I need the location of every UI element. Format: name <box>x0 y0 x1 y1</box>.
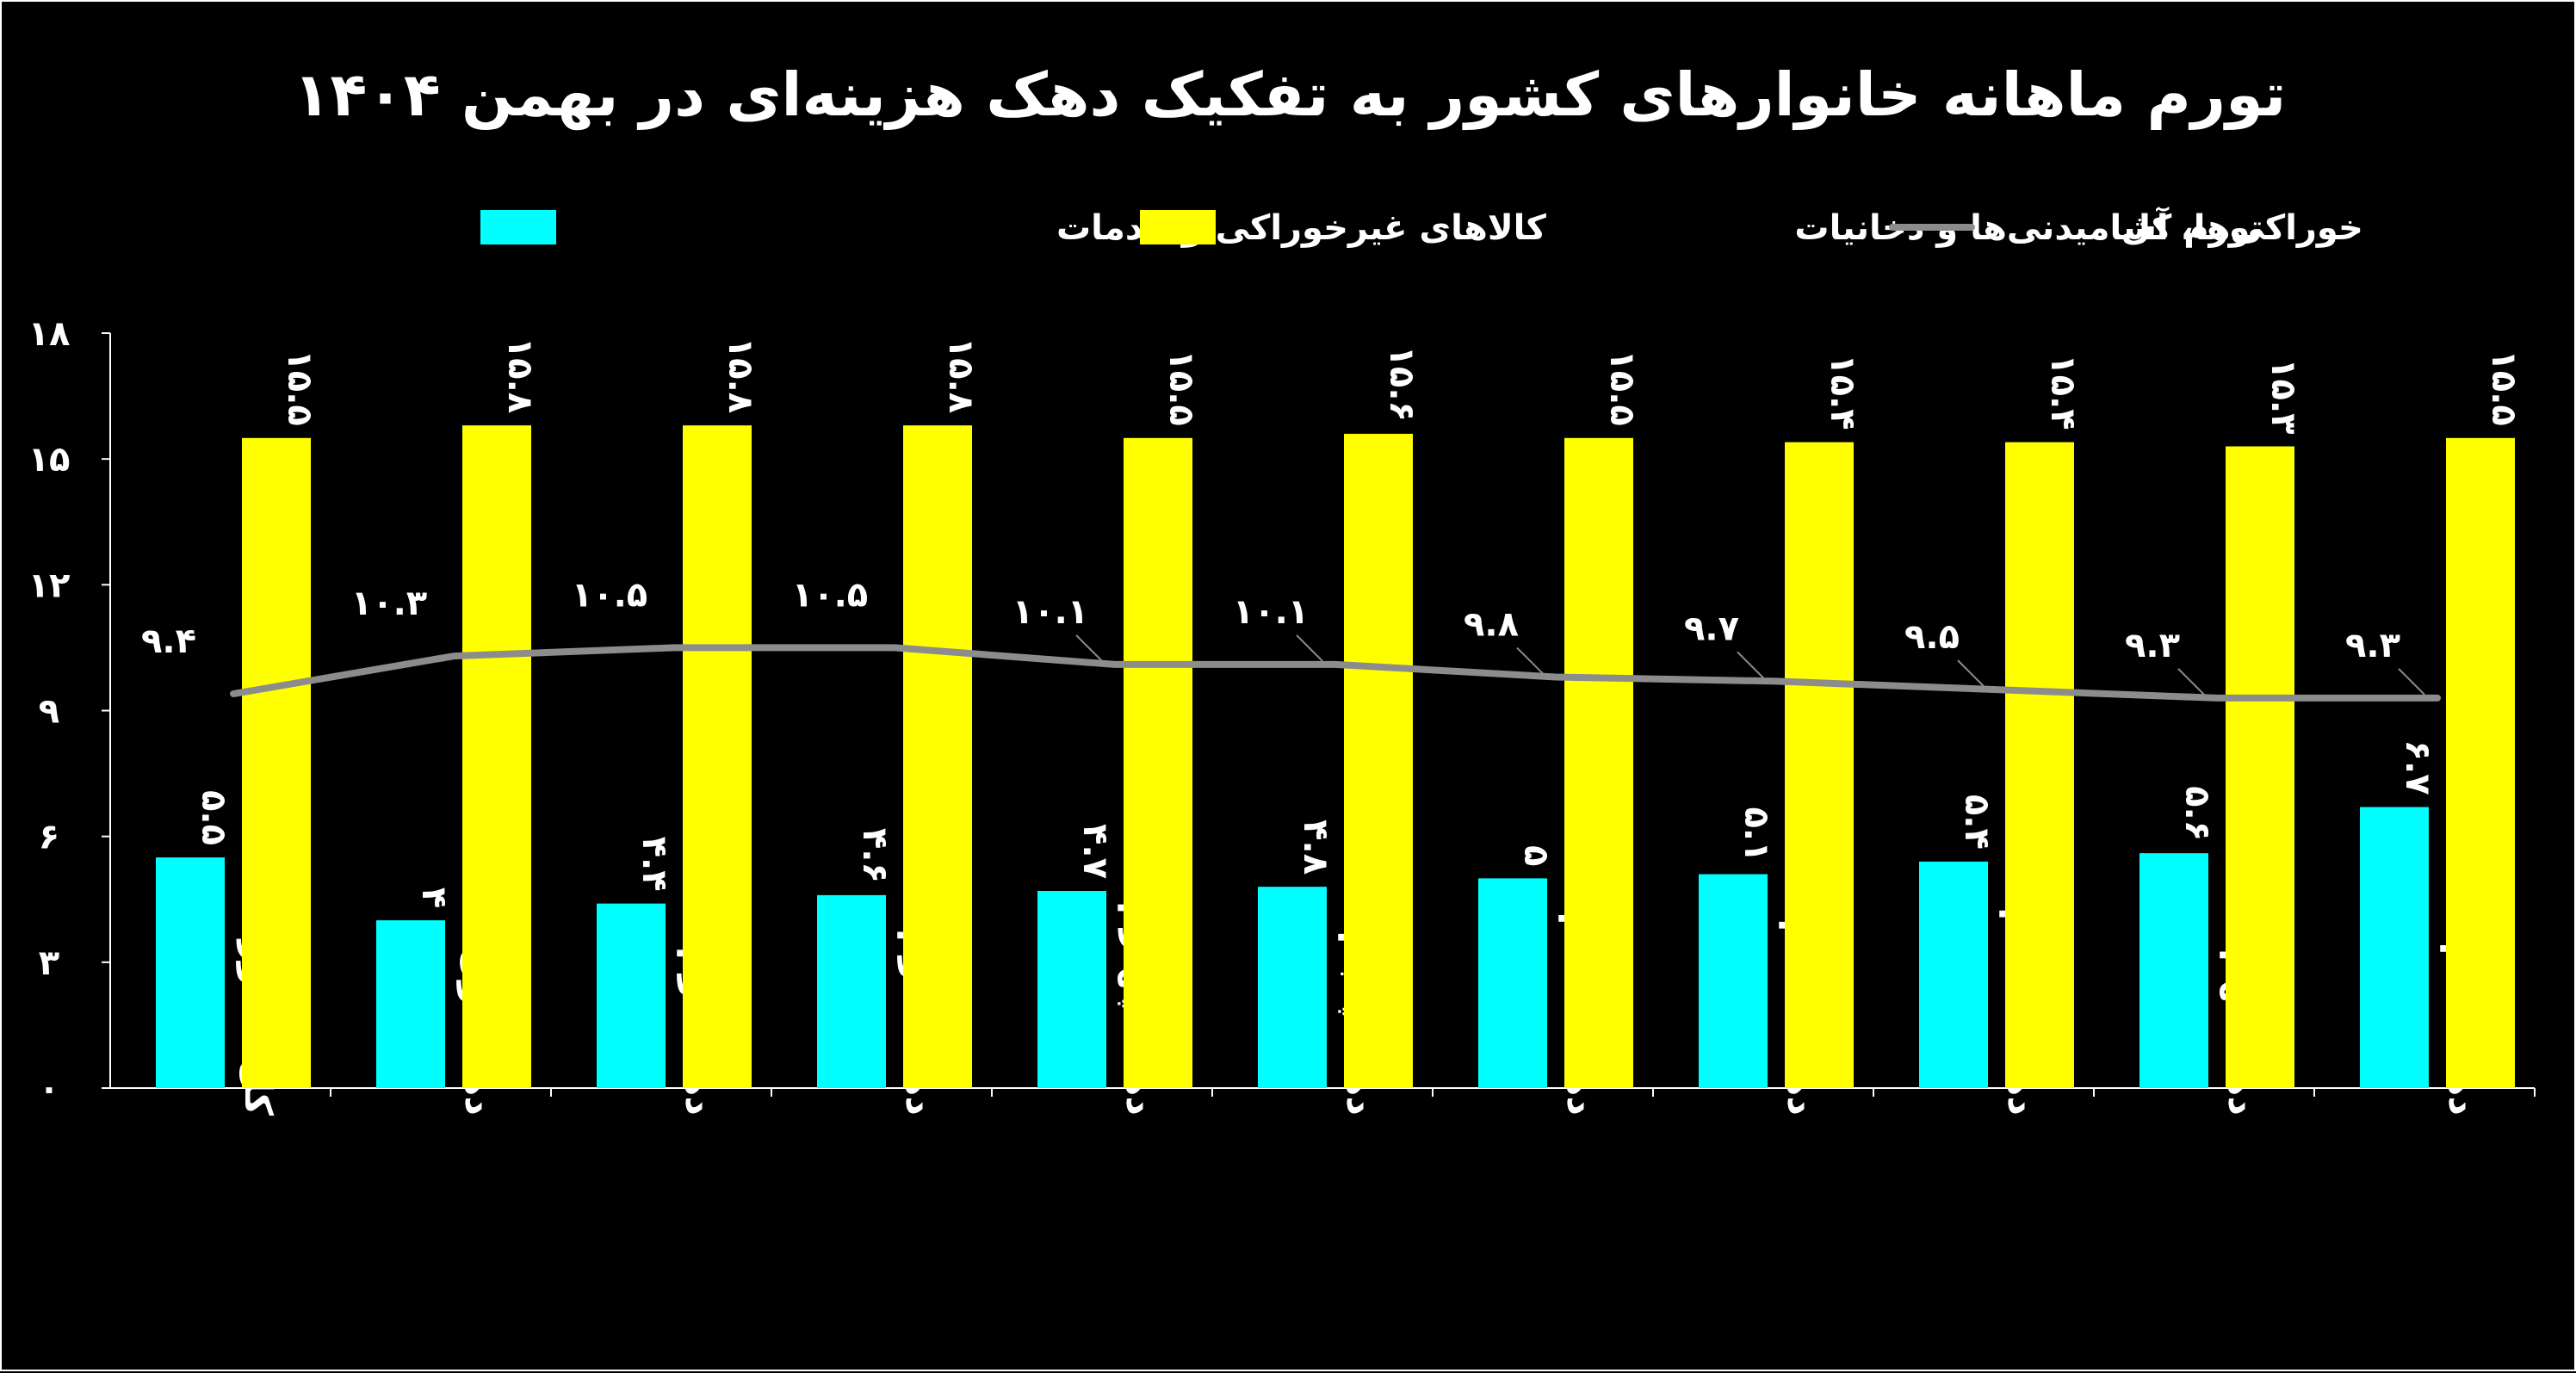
line-label-leader <box>2398 668 2425 696</box>
line-label-leader <box>2177 668 2205 696</box>
bar-data-label: ۵.۴ <box>1957 795 1997 850</box>
bar-data-label: ۱۵.۸ <box>500 337 540 413</box>
line-label-leader <box>1957 659 1985 687</box>
bar-data-label: ۵.۱ <box>1737 807 1776 862</box>
bar-data-label: ۱۵.۴ <box>1823 354 1862 430</box>
y-tick-label: ۶ <box>39 818 59 857</box>
bar-data-label: ۴ <box>414 888 454 908</box>
bar-food <box>242 437 311 1088</box>
line-label-leader <box>1296 634 1323 662</box>
bar-data-label: ۴.۷ <box>1075 824 1115 879</box>
bar-food <box>683 425 752 1088</box>
bar-food <box>1564 437 1633 1088</box>
bar-non-food <box>376 920 445 1088</box>
line-data-label: ۹.۷ <box>1684 609 1739 648</box>
legend-swatch-non-food <box>480 210 556 244</box>
bar-data-label: ۱۵.۳ <box>2263 358 2303 434</box>
legend-swatch-food <box>1140 210 1216 244</box>
bar-data-label: ۵.۵ <box>194 790 233 845</box>
line-data-label: ۱۰.۱ <box>1012 592 1088 632</box>
y-tick-label: ۰ <box>39 1069 59 1109</box>
line-data-label: ۹.۳ <box>2345 626 2400 665</box>
line-data-label: ۹.۵ <box>1904 617 1960 657</box>
bar-non-food <box>597 903 666 1088</box>
legend-label: کالاهای غیرخوراکی و خدمات <box>1056 208 1547 248</box>
y-tick-label: ۱۵ <box>28 440 71 479</box>
bar-food <box>903 425 972 1088</box>
y-axis: ۰ ۳ ۶ ۹ ۱۲ ۱۵ ۱۸ <box>28 314 111 1109</box>
bar-non-food <box>1478 878 1547 1088</box>
data-labels-group: ۵.۵ ۱۵.۵ ۴ ۱۵.۸ ۴.۴ ۱۵.۸ ۴.۶ ۱۵.۸ ۴.۷ ۱۵.۵ ۴.۸ ۱۵.۶… <box>141 337 2523 908</box>
bar-non-food <box>2360 807 2429 1088</box>
bar-food <box>1344 433 1413 1088</box>
bar-data-label: ۴.۶ <box>855 828 895 883</box>
bar-data-label: ۱۵.۵ <box>1161 349 1201 425</box>
bar-data-label: ۱۵.۸ <box>941 337 981 413</box>
y-tick-label: ۹ <box>39 692 59 732</box>
chart-legend: کالاهای غیرخوراکی و خدمات خوراکی‌ها، آشام… <box>480 206 2363 248</box>
bar-non-food <box>156 857 225 1088</box>
bar-non-food <box>1258 887 1327 1088</box>
line-data-label: ۱۰.۵ <box>572 575 647 615</box>
bar-non-food <box>1037 891 1106 1088</box>
bar-data-label: ۱۵.۵ <box>280 349 319 425</box>
bar-data-label: ۵.۶ <box>2177 786 2217 841</box>
total-inflation-line <box>230 644 2441 702</box>
bar-non-food <box>2139 853 2208 1088</box>
bar-data-label: ۱۵.۶ <box>1382 345 1421 421</box>
legend-label: تورم کل <box>2121 208 2263 248</box>
line-data-label: ۱۰.۱ <box>1233 592 1309 632</box>
bar-data-label: ۱۵.۵ <box>2484 349 2523 425</box>
bar-food <box>462 425 531 1088</box>
bar-data-label: ۱۵.۴ <box>2043 354 2083 430</box>
line-label-leader <box>1516 646 1544 675</box>
chart-title: تورم ماهانه خانوارهای کشور به تفکیک دهک … <box>294 59 2287 131</box>
bar-data-label: ۶.۷ <box>2398 740 2437 795</box>
line-data-label: ۹.۸ <box>1464 605 1519 645</box>
line-data-label: ۹.۴ <box>141 622 196 661</box>
bar-data-label: ۴.۸ <box>1296 819 1335 875</box>
bar-data-label: ۵ <box>1516 845 1556 866</box>
bar-data-label: ۱۵.۵ <box>1602 349 1642 425</box>
bar-food <box>2005 442 2074 1088</box>
line-label-leader <box>1737 651 1764 679</box>
line-series-group <box>230 634 2441 702</box>
bar-data-label: ۴.۴ <box>635 837 674 892</box>
bar-food <box>2446 437 2515 1088</box>
bar-series-group <box>156 425 2515 1088</box>
line-label-leader <box>1075 634 1103 662</box>
line-data-label: ۹.۳ <box>2125 626 2180 665</box>
y-tick-label: ۳ <box>39 943 59 983</box>
bar-non-food <box>1919 861 1988 1088</box>
line-data-label: ۱۰.۳ <box>351 584 427 623</box>
legend-label: خوراکی‌ها، آشامیدنی‌ها و دخانیات <box>1794 206 2362 248</box>
bar-data-label: ۱۵.۸ <box>721 337 760 413</box>
y-tick-label: ۱۲ <box>28 566 71 605</box>
bar-food <box>2226 446 2294 1088</box>
bar-food <box>1785 442 1854 1088</box>
bar-food <box>1124 437 1192 1088</box>
y-tick-label: ۱۸ <box>28 314 71 354</box>
bar-non-food <box>1699 874 1768 1088</box>
bar-non-food <box>817 894 886 1088</box>
line-data-label: ۱۰.۵ <box>792 575 868 615</box>
